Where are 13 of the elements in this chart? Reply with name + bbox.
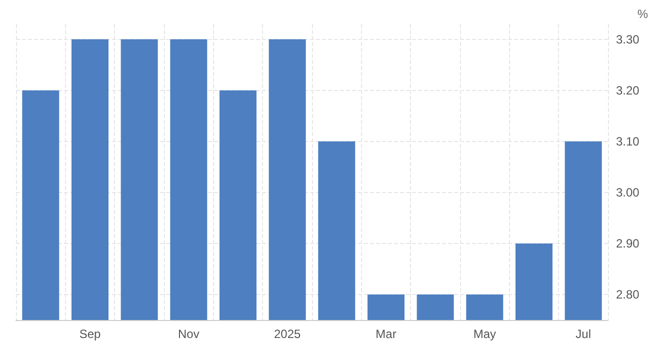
y-tick-label: 2.80 xyxy=(616,287,640,302)
y-tick-label: 3.10 xyxy=(616,134,640,148)
x-tick-label: Sep xyxy=(79,327,101,341)
y-axis-title: % xyxy=(637,7,648,21)
x-tick-label: 2025 xyxy=(274,327,302,341)
x-tick-label: Nov xyxy=(178,327,200,341)
x-tick-label: Mar xyxy=(376,327,396,341)
x-tick-label: Jul xyxy=(576,327,592,341)
y-tick-label: 3.30 xyxy=(616,32,640,46)
y-tick-label: 3.20 xyxy=(616,83,640,98)
x-tick-label: May xyxy=(473,327,496,341)
y-tick-label: 2.90 xyxy=(616,236,640,250)
y-tick-label: 3.00 xyxy=(616,185,640,200)
